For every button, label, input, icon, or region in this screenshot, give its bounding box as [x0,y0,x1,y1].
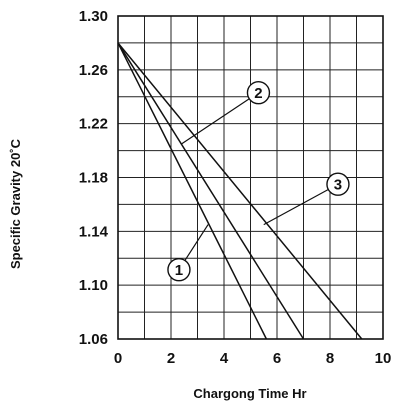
x-tick-label: 10 [375,350,392,367]
marker-label-1: 1 [175,262,183,279]
y-tick-label: 1.18 [79,170,108,187]
y-tick-label: 1.30 [79,8,108,25]
series-line-3 [117,42,363,340]
y-tick-labels: 1.30 1.26 1.22 1.18 1.14 1.10 1.06 [79,8,109,348]
marker-leader-2 [181,98,250,145]
y-axis-label: Specific Gravity 20˚C [8,138,23,269]
marker-circle-1 [167,257,191,282]
plot-frame [117,15,384,340]
series-markers: 1 2 3 [167,81,350,282]
y-tick-label: 1.14 [79,223,109,240]
series-line-2 [117,42,305,340]
marker-leader-3 [263,188,329,226]
x-tick-label: 8 [326,350,334,367]
x-tick-labels: 0 2 4 6 8 10 [114,350,392,367]
marker-circle-2 [246,81,271,105]
marker-leader-1 [184,224,209,261]
marker-circle-3 [326,172,350,196]
series-line-1 [117,42,268,340]
series-lines [117,42,363,340]
y-tick-label: 1.06 [79,331,108,348]
marker-label-3: 3 [334,177,342,194]
x-tick-label: 0 [114,350,122,367]
x-tick-label: 2 [167,350,175,367]
x-axis-label: Chargong Time Hr [193,386,306,401]
x-tick-label: 6 [273,350,281,367]
y-tick-label: 1.26 [79,62,108,79]
marker-label-2: 2 [254,85,262,102]
y-tick-label: 1.10 [79,277,108,294]
x-tick-label: 4 [220,350,229,367]
y-tick-label: 1.22 [79,116,108,133]
